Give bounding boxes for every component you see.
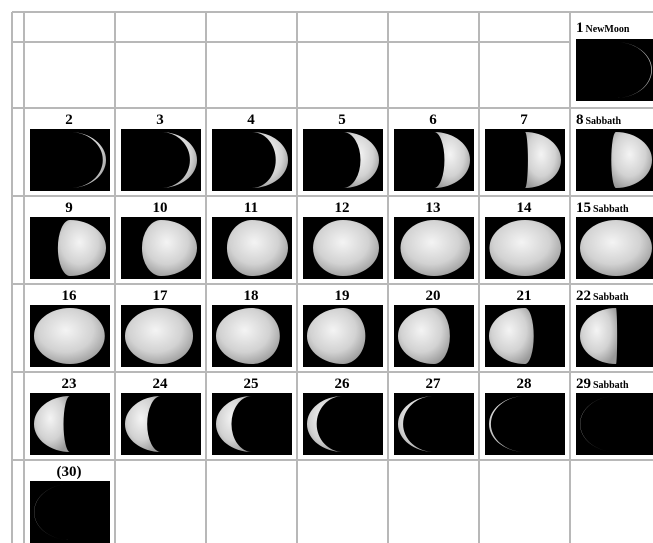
moon-image — [485, 393, 565, 455]
moon-lit — [34, 396, 70, 452]
day-number: 27 — [426, 376, 442, 392]
day-number: 28 — [517, 376, 532, 392]
moon-lit — [226, 220, 288, 276]
moon-lit — [525, 132, 561, 188]
moon-lit — [398, 396, 434, 452]
day-number: 6 — [429, 112, 437, 128]
day-number: 13 — [426, 200, 441, 216]
day-number: 23 — [62, 376, 77, 392]
day-number: 5 — [338, 112, 346, 128]
day-number: 16 — [62, 288, 78, 304]
moon-lit — [125, 308, 194, 365]
moon-lit — [580, 308, 618, 365]
day-number: 10 — [153, 200, 168, 216]
moon-image — [121, 129, 201, 191]
moon-lit — [125, 396, 161, 452]
moon-lit — [313, 220, 379, 276]
day-label: 8 Sabbath — [576, 112, 622, 128]
moon-lit — [216, 308, 280, 365]
moon-lit — [434, 132, 470, 188]
moon-lit — [307, 308, 366, 365]
day-label: 22 Sabbath — [576, 288, 629, 304]
day-label: 29 Sabbath — [576, 376, 629, 392]
day-number: 12 — [335, 200, 350, 216]
day-number: 1 — [576, 20, 584, 36]
moon-lit — [34, 308, 105, 365]
moon-image — [576, 393, 653, 455]
moon-lit — [57, 220, 106, 276]
moon-lit — [343, 132, 379, 188]
day-number: 18 — [244, 288, 259, 304]
moon-lit — [611, 132, 652, 188]
day-number: 7 — [520, 112, 528, 128]
moon-lit — [161, 132, 197, 188]
day-number: 26 — [335, 376, 351, 392]
day-number: 15 — [576, 200, 591, 216]
day-label: 1 NewMoon — [576, 20, 630, 36]
moon-image — [30, 481, 110, 543]
day-note: Sabbath — [593, 292, 629, 303]
day-number: 20 — [426, 288, 441, 304]
day-number: 22 — [576, 288, 591, 304]
moon-image — [30, 129, 110, 191]
day-number: 8 — [576, 112, 584, 128]
moon-lit — [307, 396, 343, 452]
moon-lit — [252, 132, 288, 188]
moon-lit — [580, 220, 652, 276]
day-number: 4 — [247, 112, 255, 128]
day-number: 29 — [576, 376, 591, 392]
day-number: 9 — [65, 200, 73, 216]
moon-image — [576, 39, 653, 101]
day-number: 2 — [65, 112, 73, 128]
moon-lit — [400, 220, 470, 276]
moon-image — [394, 393, 474, 455]
day-number: 24 — [153, 376, 169, 392]
day-note: Sabbath — [593, 380, 629, 391]
day-note: NewMoon — [586, 24, 630, 35]
day-number: 3 — [156, 112, 164, 128]
day-number: 19 — [335, 288, 350, 304]
day-note: Sabbath — [586, 116, 622, 127]
day-label: 15 Sabbath — [576, 200, 629, 216]
moon-lit — [489, 220, 561, 276]
day-note: Sabbath — [593, 204, 629, 215]
day-number: 17 — [153, 288, 169, 304]
day-number: 21 — [517, 288, 532, 304]
day-number: 14 — [517, 200, 533, 216]
day-number: 11 — [244, 200, 258, 216]
moon-lit — [398, 308, 450, 365]
moon-lit — [489, 308, 534, 365]
day-number: (30) — [57, 464, 82, 480]
moon-lit — [216, 396, 252, 452]
moon-lit — [141, 220, 197, 276]
day-number: 25 — [244, 376, 259, 392]
